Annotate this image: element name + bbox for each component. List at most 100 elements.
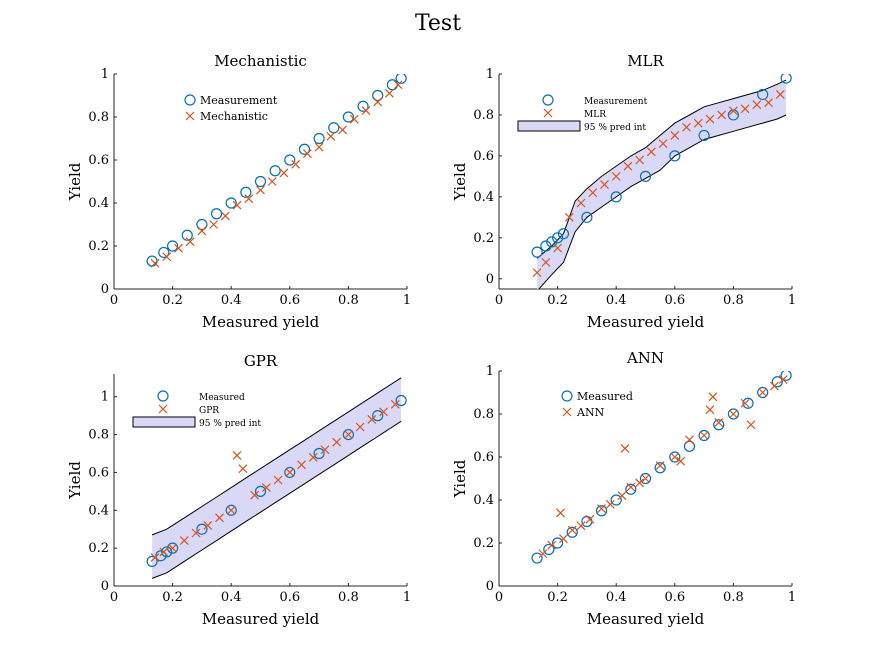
gpr-panel: GPR 0 0.2 0.4 0.6 0.8 1 0 0.2 0.4 0.6 0.8 1 Measured … bbox=[66, 352, 411, 628]
mlr-legend-label: Measurement bbox=[584, 97, 648, 107]
mechanistic-y-tick-label: 0.4 bbox=[88, 196, 109, 211]
mlr-y-tick-label: 1 bbox=[486, 67, 494, 82]
mechanistic-panel: Mechanistic 0 0.2 0.4 0.6 0.8 1 0 0.2 0.4 0.6 0.8 1 M… bbox=[66, 52, 411, 331]
mechanistic-x-tick-label: 0.2 bbox=[162, 293, 183, 308]
mlr-point bbox=[531, 246, 543, 258]
mlr-point bbox=[670, 131, 680, 140]
mechanistic-point bbox=[244, 194, 254, 204]
mlr-point bbox=[740, 104, 750, 114]
mechanistic-point bbox=[372, 89, 384, 102]
gpr-series-0 bbox=[146, 394, 407, 567]
ann-y-tick-label: 1 bbox=[486, 364, 494, 379]
gpr-point bbox=[342, 428, 354, 441]
mechanistic-point bbox=[197, 226, 207, 236]
mechanistic-point bbox=[167, 240, 179, 252]
ann-point bbox=[685, 435, 694, 445]
gpr-point bbox=[225, 504, 237, 516]
mlr-x-label: Measured yield bbox=[587, 313, 705, 331]
gpr-y-tick-label: 1 bbox=[101, 390, 109, 405]
gpr-legend-marker bbox=[158, 404, 168, 414]
mlr-y-tick-label: 0.6 bbox=[473, 149, 494, 164]
mechanistic-y-label: Yield bbox=[66, 162, 84, 201]
gpr-point bbox=[372, 410, 384, 422]
mechanistic-point bbox=[291, 159, 301, 169]
mlr-x-tick-label: 1 bbox=[788, 293, 796, 308]
ann-x-tick-label: 0.2 bbox=[547, 590, 568, 605]
gpr-point bbox=[284, 466, 296, 479]
gpr-x-tick-label: 0.4 bbox=[221, 590, 242, 605]
mechanistic-point bbox=[174, 243, 183, 253]
mlr-x-tick-label: 0.2 bbox=[547, 293, 568, 308]
ann-point bbox=[698, 429, 710, 442]
mlr-point bbox=[553, 243, 563, 253]
mlr-point bbox=[728, 106, 738, 116]
mlr-point bbox=[532, 268, 542, 278]
ann-point bbox=[610, 494, 622, 506]
mechanistic-point bbox=[384, 88, 394, 98]
gpr-title: GPR bbox=[244, 352, 278, 370]
mechanistic-point bbox=[254, 175, 267, 188]
ann-point bbox=[639, 472, 652, 485]
mlr-legend-marker bbox=[543, 108, 553, 118]
ann-point bbox=[605, 499, 615, 509]
gpr-legend-marker bbox=[157, 390, 169, 402]
mechanistic-point bbox=[302, 149, 312, 158]
mlr-point bbox=[646, 147, 656, 157]
mechanistic-point bbox=[269, 165, 281, 177]
mechanistic-y-tick-label: 0 bbox=[101, 282, 109, 297]
ann-point bbox=[620, 443, 630, 453]
mlr-point bbox=[610, 191, 622, 203]
ann-point bbox=[538, 549, 548, 559]
ann-y-label: Yield bbox=[451, 459, 469, 498]
gpr-point bbox=[332, 437, 342, 447]
ann-x-label: Measured yield bbox=[587, 610, 705, 628]
gpr-point bbox=[273, 475, 283, 485]
mlr-y-tick-label: 0 bbox=[486, 272, 494, 287]
ann-legend: Measured ANN bbox=[561, 390, 633, 419]
ann-point bbox=[559, 534, 568, 544]
gpr-point bbox=[150, 553, 160, 563]
mechanistic-point bbox=[158, 246, 170, 259]
ann-point bbox=[641, 474, 650, 483]
mechanistic-point bbox=[279, 168, 289, 178]
mlr-point bbox=[600, 180, 609, 189]
gpr-point bbox=[355, 422, 365, 432]
mlr-point bbox=[611, 171, 621, 181]
mlr-x-tick-label: 0.6 bbox=[664, 293, 685, 308]
gpr-interval-upper bbox=[151, 377, 402, 536]
ann-point bbox=[669, 451, 681, 463]
mlr-legend-label: 95 % pred int bbox=[584, 123, 646, 133]
mechanistic-point bbox=[209, 220, 219, 229]
mechanistic-point bbox=[240, 186, 252, 198]
mechanistic-point bbox=[326, 131, 336, 141]
gpr-series-1 bbox=[150, 399, 400, 563]
mlr-title: MLR bbox=[627, 52, 664, 70]
gpr-legend-label: 95 % pred int bbox=[199, 419, 261, 429]
ann-point bbox=[670, 452, 680, 462]
gpr-y-tick-label: 0 bbox=[101, 579, 109, 594]
ann-point bbox=[757, 386, 769, 399]
gpr-point bbox=[196, 523, 208, 535]
gpr-legend: Measured GPR 95 % pred int bbox=[132, 390, 261, 429]
ann-series-1 bbox=[538, 375, 788, 559]
mlr-point bbox=[557, 228, 570, 240]
mlr-point bbox=[588, 188, 598, 198]
ann-y-tick-label: 0.8 bbox=[473, 407, 494, 422]
ann-x-tick-label: 0 bbox=[495, 590, 503, 605]
gpr-point bbox=[191, 528, 201, 538]
ann-legend-label: ANN bbox=[576, 406, 605, 419]
ann-point bbox=[556, 508, 565, 518]
mechanistic-legend-marker bbox=[184, 94, 196, 106]
mechanistic-point bbox=[386, 79, 398, 91]
ann-legend-marker bbox=[561, 390, 573, 402]
ann-point bbox=[625, 483, 637, 495]
ann-point bbox=[617, 491, 627, 501]
gpr-interval-lower bbox=[151, 420, 402, 579]
mechanistic-point bbox=[349, 114, 359, 124]
mechanistic-point bbox=[196, 218, 208, 231]
mechanistic-x-tick-label: 0.6 bbox=[279, 293, 300, 308]
mechanistic-x-tick-label: 1 bbox=[403, 293, 411, 308]
gpr-point bbox=[155, 550, 167, 562]
mechanistic-title: Mechanistic bbox=[214, 52, 307, 70]
